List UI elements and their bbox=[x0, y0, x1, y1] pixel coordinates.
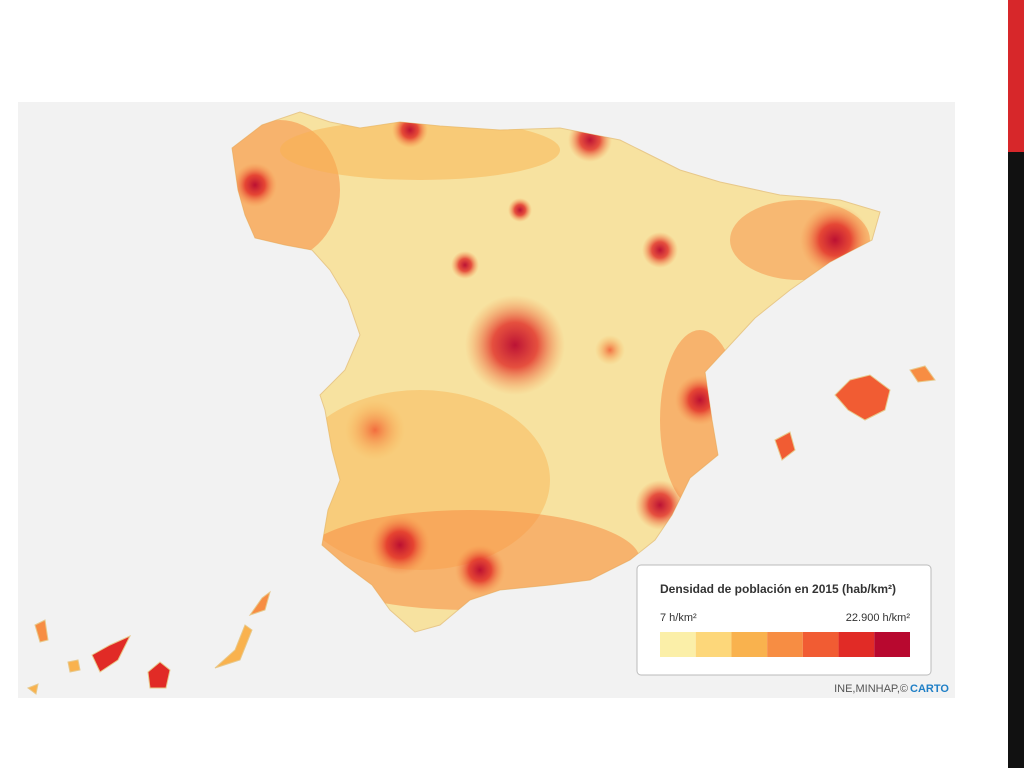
legend-swatch bbox=[838, 632, 875, 657]
legend-swatch bbox=[731, 632, 768, 657]
legend-swatch bbox=[660, 632, 696, 657]
attribution-source: INE,MINHAP,© bbox=[834, 683, 908, 695]
legend-swatch bbox=[874, 632, 910, 657]
canary-islands bbox=[26, 590, 271, 695]
legend-swatch bbox=[767, 632, 803, 657]
attribution-provider: CARTO bbox=[910, 683, 949, 695]
legend-swatches bbox=[660, 632, 910, 657]
legend-min-label: 7 h/km² bbox=[660, 612, 697, 624]
legend-max-label: 22.900 h/km² bbox=[846, 612, 911, 624]
side-bar bbox=[1008, 152, 1024, 768]
accent-bar bbox=[1008, 0, 1024, 152]
legend-title: Densidad de población en 2015 (hab/km²) bbox=[660, 582, 896, 596]
balearic-islands bbox=[774, 365, 936, 461]
legend: Densidad de población en 2015 (hab/km²) … bbox=[636, 564, 932, 676]
legend-swatch bbox=[802, 632, 839, 657]
legend-swatch bbox=[695, 632, 732, 657]
